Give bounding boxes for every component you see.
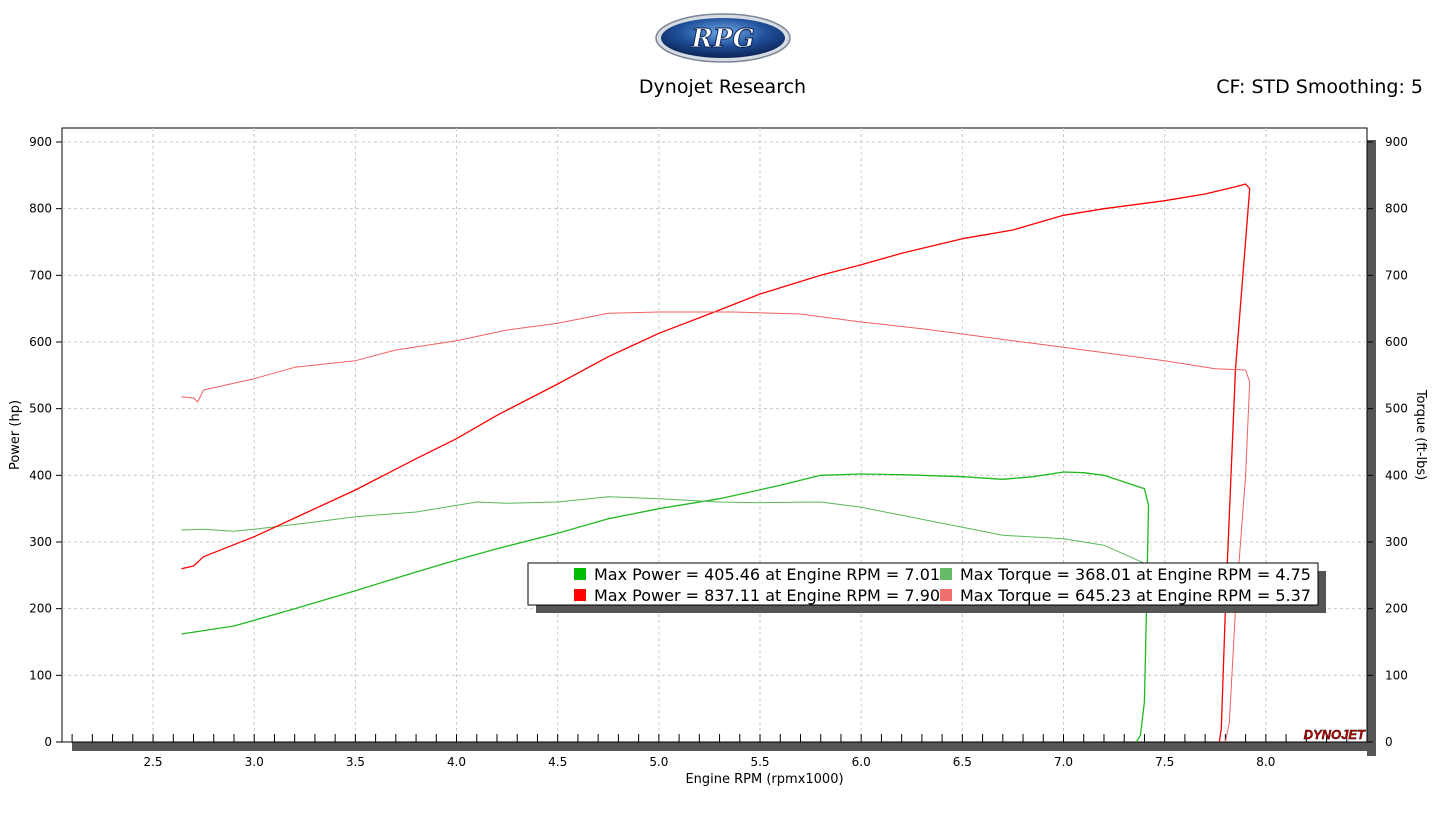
series-line-power_run2 (181, 183, 1251, 743)
plot-frame (61, 127, 1376, 756)
x-tick-label: 7.0 (1054, 755, 1073, 769)
y-tick-label-right: 900 (1385, 135, 1408, 149)
y-tick-label-left: 600 (29, 335, 52, 349)
y-tick-label-right: 100 (1385, 668, 1408, 682)
y-tick-label-right: 600 (1385, 335, 1408, 349)
correction-factor-info: CF: STD Smoothing: 5 (1216, 76, 1423, 98)
y-tick-label-right: 700 (1385, 268, 1408, 282)
y-tick-label-right: 800 (1385, 202, 1408, 216)
x-tick-label: 6.5 (953, 755, 972, 769)
x-tick-label: 2.5 (143, 755, 162, 769)
y-tick-label-left: 300 (29, 535, 52, 549)
x-tick-label: 8.0 (1256, 755, 1275, 769)
series-line-torque_run1 (181, 496, 1145, 564)
y-tick-label-left: 500 (29, 402, 52, 416)
series-line-power_run1 (181, 471, 1150, 743)
y-tick-label-right: 500 (1385, 402, 1408, 416)
y-tick-label-left: 200 (29, 602, 52, 616)
axes: 0 0 100 100 200 200 300 300 400 400 500 500 600 600 70… (8, 135, 1428, 787)
y-axis-title-right: Torque (ft-lbs) (1413, 389, 1428, 480)
frame-shadow-bottom (72, 742, 1376, 751)
legend-swatch (940, 568, 952, 580)
y-tick-label-left: 700 (29, 268, 52, 282)
x-tick-label: 4.5 (548, 755, 567, 769)
logo-text: RPG (690, 24, 754, 54)
plot-area (61, 127, 1368, 743)
y-tick-label-right: 300 (1385, 535, 1408, 549)
y-axis-title-left: Power (hp) (8, 400, 23, 470)
frame-shadow-right (1367, 140, 1376, 756)
legend-item-text: Max Power = 837.11 at Engine RPM = 7.90 (594, 586, 940, 605)
rpg-logo: RPG (655, 13, 791, 63)
y-tick-label-right: 200 (1385, 602, 1408, 616)
series-line-torque_run2 (181, 311, 1251, 743)
x-tick-label: 4.0 (447, 755, 466, 769)
x-tick-label: 3.5 (346, 755, 365, 769)
legend-item-text: Max Torque = 645.23 at Engine RPM = 5.37 (960, 586, 1311, 605)
watermark-text: DYNOJET (1304, 727, 1366, 742)
y-tick-label-left: 400 (29, 468, 52, 482)
dynojet-watermark: DYNOJET (1303, 727, 1366, 742)
legend-swatch (940, 589, 952, 601)
series-lines (181, 183, 1251, 743)
app-title: Dynojet Research (638, 76, 807, 98)
legend-item-text: Max Power = 405.46 at Engine RPM = 7.01 (594, 565, 940, 584)
legend-item-text: Max Torque = 368.01 at Engine RPM = 4.75 (960, 565, 1311, 584)
grid-lines (62, 128, 1367, 742)
legend-swatch (574, 589, 586, 601)
y-tick-label-left: 900 (29, 135, 52, 149)
x-tick-label: 5.0 (649, 755, 668, 769)
y-tick-label-left: 800 (29, 202, 52, 216)
legend-swatch (574, 568, 586, 580)
legend-box (527, 562, 1319, 606)
x-tick-label: 3.0 (245, 755, 264, 769)
y-tick-label-left: 100 (29, 668, 52, 682)
y-tick-label-left: 0 (44, 735, 52, 749)
x-tick-label: 7.5 (1155, 755, 1174, 769)
x-axis-title: Engine RPM (rpmx1000) (685, 772, 843, 787)
y-tick-label-right: 0 (1385, 735, 1393, 749)
x-tick-label: 6.0 (852, 755, 871, 769)
y-tick-label-right: 400 (1385, 468, 1408, 482)
legend: Max Power = 405.46 at Engine RPM = 7.01 M… (527, 562, 1326, 613)
x-tick-label: 5.5 (750, 755, 769, 769)
